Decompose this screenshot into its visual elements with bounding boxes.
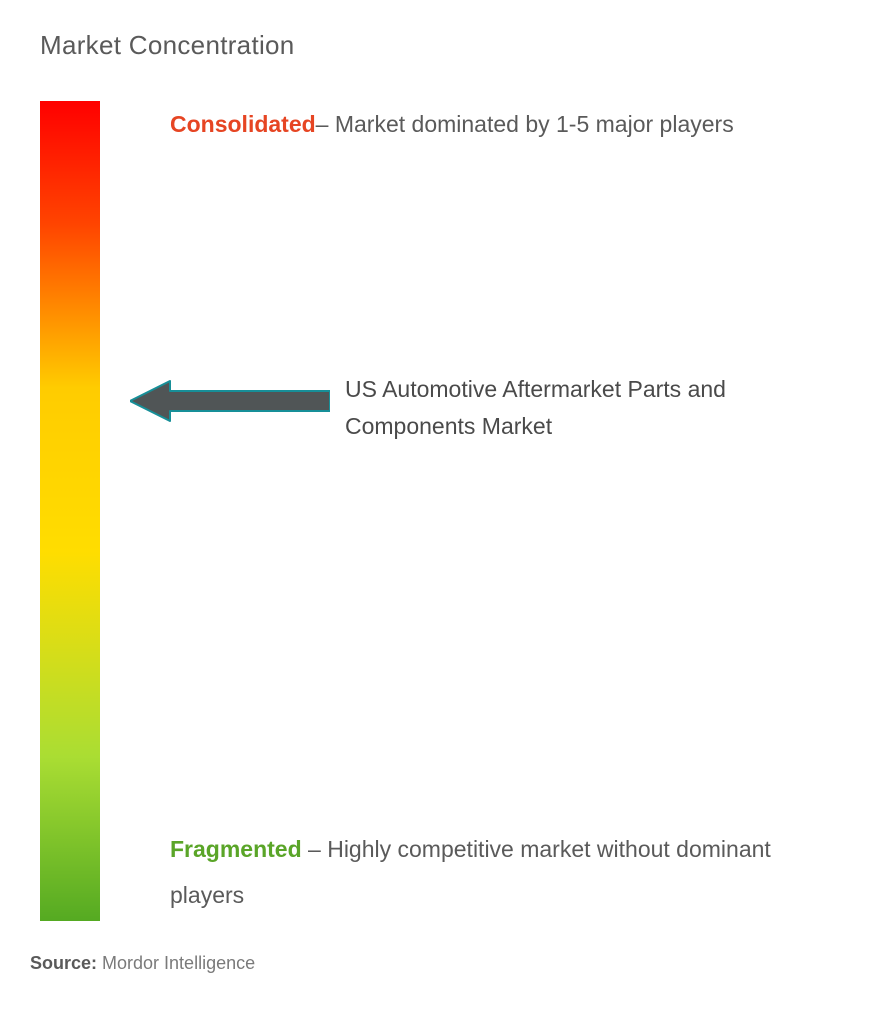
consolidated-rest: – Market dominated by 1-5 major players bbox=[316, 111, 734, 137]
position-arrow-icon bbox=[130, 376, 330, 426]
fragmented-label: Fragmented – Highly competitive market w… bbox=[170, 826, 850, 918]
consolidated-label: Consolidated– Market dominated by 1-5 ma… bbox=[170, 101, 810, 147]
content-area: Consolidated– Market dominated by 1-5 ma… bbox=[40, 101, 845, 921]
source-label: Source: bbox=[30, 953, 97, 973]
market-name-label: US Automotive Aftermarket Parts and Comp… bbox=[345, 371, 845, 445]
consolidated-highlight: Consolidated bbox=[170, 111, 316, 137]
source-value: Mordor Intelligence bbox=[97, 953, 255, 973]
gradient-scale-bar bbox=[40, 101, 100, 921]
infographic-root: Market Concentration Consolidated– Marke… bbox=[0, 0, 885, 1009]
fragmented-highlight: Fragmented bbox=[170, 836, 302, 862]
source-line: Source: Mordor Intelligence bbox=[30, 953, 255, 974]
page-title: Market Concentration bbox=[40, 30, 845, 61]
